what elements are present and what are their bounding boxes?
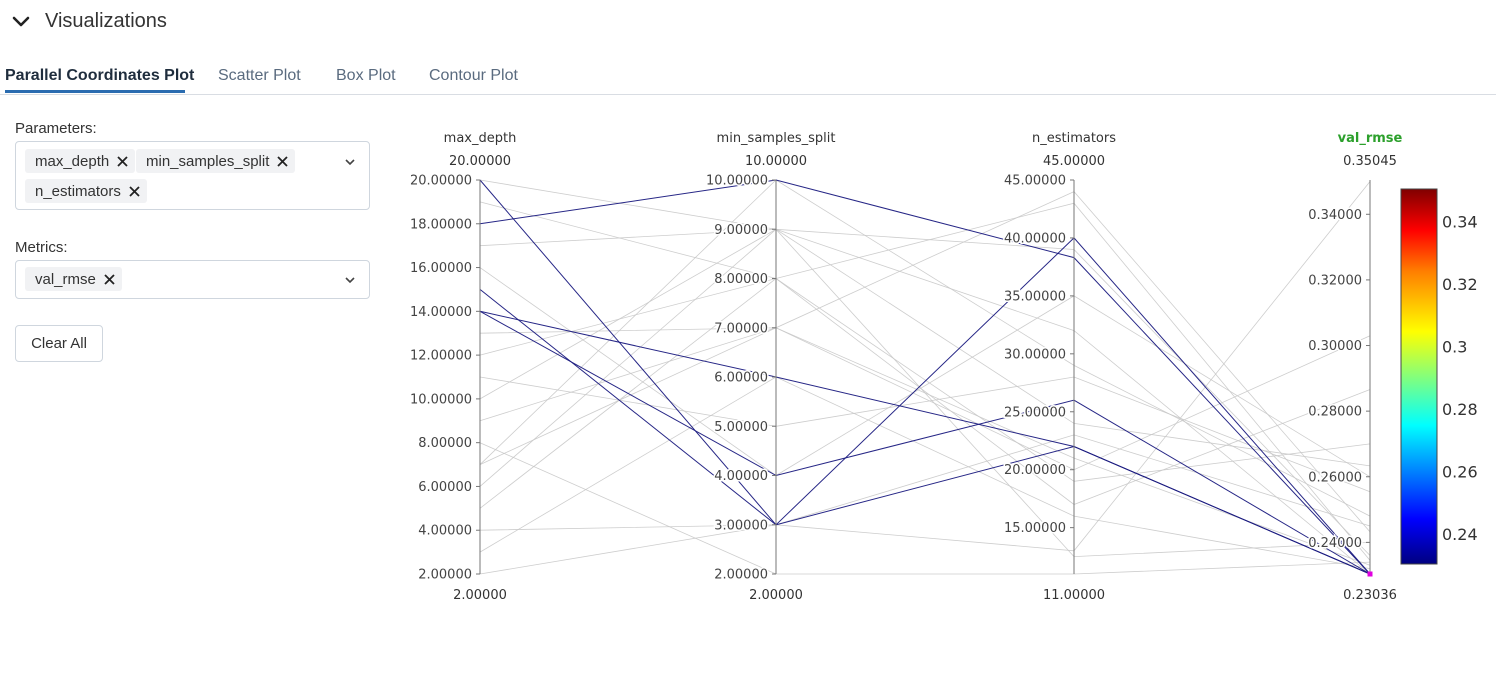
colorbar-tick-label: 0.34 xyxy=(1442,213,1478,232)
chip-n-estimators: n_estimators xyxy=(25,179,147,203)
chip-label: n_estimators xyxy=(35,182,121,200)
axis-tick-label: 25.00000 xyxy=(1004,405,1066,420)
best-trial-marker[interactable] xyxy=(1367,571,1373,577)
axis-tick-label: 0.24000 xyxy=(1308,536,1362,551)
axis-tick-label: 0.28000 xyxy=(1308,405,1362,420)
colorbar-tick-label: 0.24 xyxy=(1442,525,1478,544)
data-line-17[interactable] xyxy=(479,181,1371,552)
active-tab-indicator xyxy=(5,90,185,93)
chip-val-rmse: val_rmse xyxy=(25,267,122,291)
colorbar-tick-label: 0.26 xyxy=(1442,462,1478,481)
data-line-1[interactable] xyxy=(479,179,1371,575)
visualization-tabs: Parallel Coordinates Plot Scatter Plot B… xyxy=(0,56,1496,95)
axis-tick-label: 6.00000 xyxy=(714,371,768,386)
axis-tick-label: 0.34000 xyxy=(1308,208,1362,223)
axis-tick-label: 35.00000 xyxy=(1004,289,1066,304)
axis-tick-label: 30.00000 xyxy=(1004,347,1066,362)
colorbar xyxy=(1400,188,1438,565)
data-line-6[interactable] xyxy=(479,201,1371,561)
axis-tick-label: 8.00000 xyxy=(418,436,472,451)
data-line-15[interactable] xyxy=(479,228,1371,558)
colorbar-tick-label: 0.28 xyxy=(1442,400,1478,419)
axis-tick-label: 4.00000 xyxy=(418,524,472,539)
axis-min-label: 2.00000 xyxy=(749,588,803,603)
remove-val-rmse-icon[interactable] xyxy=(103,273,116,286)
axis-max-label: 10.00000 xyxy=(745,154,807,169)
data-line-9[interactable] xyxy=(479,278,1371,505)
axis-title-n_estimators: n_estimators xyxy=(1032,131,1116,146)
parameters-select[interactable]: max_depth min_samples_split n_estimators xyxy=(15,141,370,210)
remove-min-samples-split-icon[interactable] xyxy=(276,155,289,168)
chip-max-depth: max_depth xyxy=(25,149,136,173)
data-line-19[interactable] xyxy=(479,434,1371,575)
data-line-5[interactable] xyxy=(479,179,1371,575)
data-line-12[interactable] xyxy=(479,327,1371,471)
section-title: Visualizations xyxy=(45,9,167,32)
data-line-7[interactable] xyxy=(479,228,1371,467)
clear-all-button[interactable]: Clear All xyxy=(15,325,103,362)
data-line-3[interactable] xyxy=(479,310,1371,575)
axis-title-val_rmse: val_rmse xyxy=(1338,131,1403,146)
remove-n-estimators-icon[interactable] xyxy=(128,185,141,198)
metrics-label: Metrics: xyxy=(15,239,68,256)
metrics-select[interactable]: val_rmse xyxy=(15,260,370,299)
axis-tick-label: 0.26000 xyxy=(1308,470,1362,485)
axis-title-max_depth: max_depth xyxy=(444,131,517,146)
axis-tick-label: 45.00000 xyxy=(1004,174,1066,189)
axis-tick-label: 6.00000 xyxy=(418,480,472,495)
visualizations-header[interactable]: Visualizations xyxy=(10,8,167,34)
data-line-10[interactable] xyxy=(479,376,1371,493)
tab-contour-plot[interactable]: Contour Plot xyxy=(429,67,518,84)
axis-tick-label: 15.00000 xyxy=(1004,521,1066,536)
data-line-20[interactable] xyxy=(479,442,1371,575)
data-line-0[interactable] xyxy=(479,179,1371,575)
chip-label: min_samples_split xyxy=(146,152,270,170)
chip-label: max_depth xyxy=(35,152,110,170)
colorbar-tick-label: 0.3 xyxy=(1442,338,1467,357)
axis-tick-label: 9.00000 xyxy=(714,223,768,238)
axis-tick-label: 7.00000 xyxy=(714,321,768,336)
axis-max-label: 0.35045 xyxy=(1343,154,1397,169)
axis-tick-label: 10.00000 xyxy=(706,174,768,189)
chip-label: val_rmse xyxy=(35,270,96,288)
axis-tick-label: 12.00000 xyxy=(410,349,472,364)
parameters-dropdown-chevron-icon[interactable] xyxy=(343,155,357,169)
chip-min-samples-split: min_samples_split xyxy=(136,149,296,173)
axis-min-label: 0.23036 xyxy=(1343,588,1397,603)
axis-tick-label: 20.00000 xyxy=(410,174,472,189)
tab-box-plot[interactable]: Box Plot xyxy=(336,67,396,84)
remove-max-depth-icon[interactable] xyxy=(116,155,129,168)
axis-tick-label: 2.00000 xyxy=(714,568,768,583)
data-line-13[interactable] xyxy=(479,179,1371,517)
axis-tick-label: 4.00000 xyxy=(714,469,768,484)
axis-tick-label: 0.30000 xyxy=(1308,339,1362,354)
data-line-21[interactable] xyxy=(479,267,1371,478)
axis-tick-label: 10.00000 xyxy=(410,392,472,407)
axis-tick-label: 14.00000 xyxy=(410,305,472,320)
axis-max-label: 20.00000 xyxy=(449,154,511,169)
axis-tick-label: 2.00000 xyxy=(418,568,472,583)
data-line-8[interactable] xyxy=(479,191,1371,533)
chevron-down-icon[interactable] xyxy=(10,10,32,32)
data-line-4[interactable] xyxy=(479,310,1371,575)
axis-tick-label: 18.00000 xyxy=(410,217,472,232)
data-line-18[interactable] xyxy=(479,376,1371,569)
axis-tick-label: 20.00000 xyxy=(1004,463,1066,478)
tab-parallel-coordinates[interactable]: Parallel Coordinates Plot xyxy=(5,67,195,84)
axis-tick-label: 0.32000 xyxy=(1308,273,1362,288)
axis-tick-label: 8.00000 xyxy=(714,272,768,287)
axis-tick-label: 40.00000 xyxy=(1004,231,1066,246)
parallel-coordinates-plot: max_depth 20.00000 2.00000 2.00000 4.00000 6.… xyxy=(408,131,1478,603)
axis-title-min_samples_split: min_samples_split xyxy=(717,131,836,146)
axis-tick-label: 16.00000 xyxy=(410,261,472,276)
colorbar-tick-label: 0.32 xyxy=(1442,275,1478,294)
tab-scatter-plot[interactable]: Scatter Plot xyxy=(218,67,301,84)
axis-min-label: 2.00000 xyxy=(453,588,507,603)
metrics-dropdown-chevron-icon[interactable] xyxy=(343,273,357,287)
parameters-label: Parameters: xyxy=(15,120,97,137)
axis-tick-label: 5.00000 xyxy=(714,420,768,435)
axis-tick-label: 3.00000 xyxy=(714,518,768,533)
axis-min-label: 11.00000 xyxy=(1043,588,1105,603)
axis-max-label: 45.00000 xyxy=(1043,154,1105,169)
